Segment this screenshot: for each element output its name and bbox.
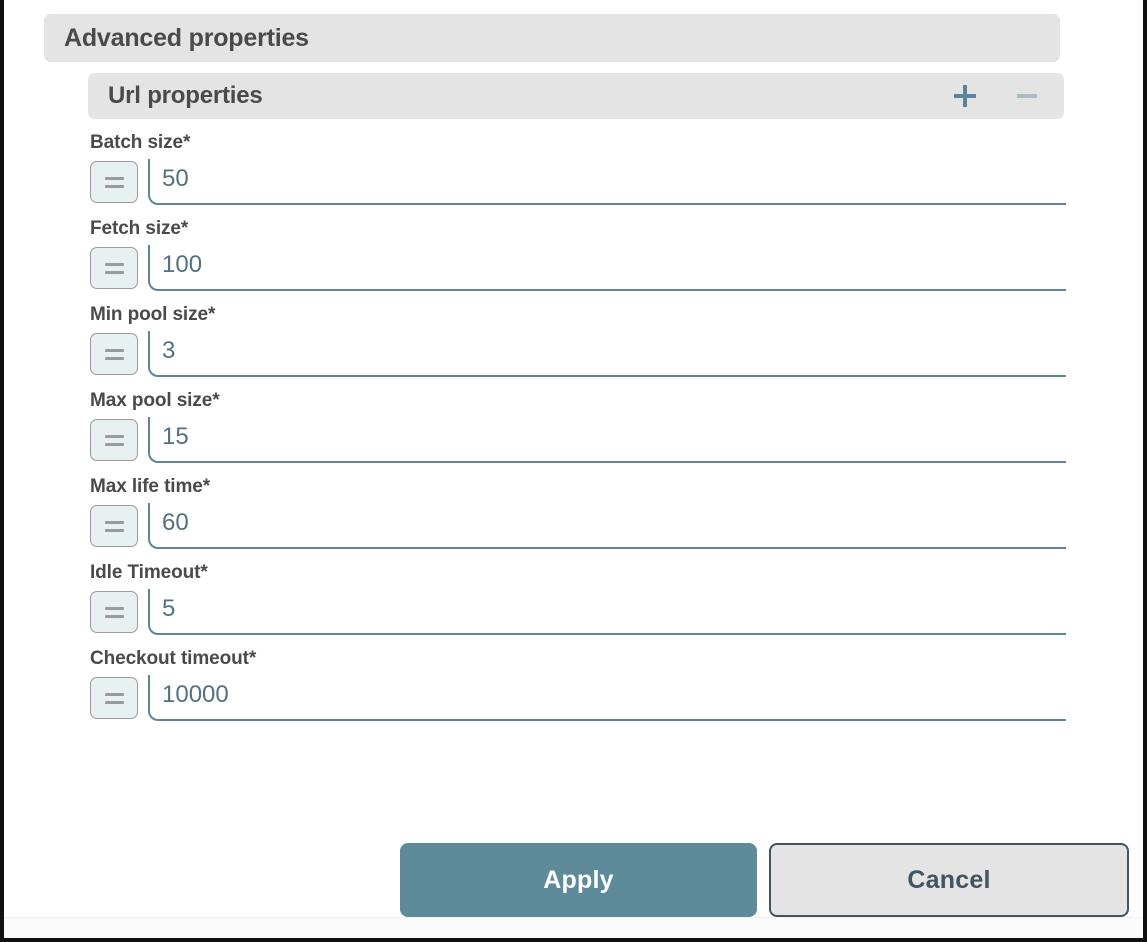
field-idle-timeout: Idle Timeout* [90,561,1070,635]
input-wrapper [148,675,1066,721]
input-wrapper [148,503,1066,549]
equals-icon-button[interactable] [90,591,138,633]
equals-icon-button[interactable] [90,505,138,547]
batch-size-input[interactable] [150,159,1066,203]
field-max-life-time: Max life time* [90,475,1070,549]
url-properties-fields: Batch size* Fetch size* [90,131,1070,733]
checkout-timeout-input[interactable] [150,675,1066,719]
equals-icon-button[interactable] [90,161,138,203]
input-wrapper [148,159,1066,205]
field-label: Fetch size* [90,218,189,239]
advanced-properties-section: Advanced properties [44,14,1060,62]
equals-icon [104,606,124,618]
field-label: Checkout timeout* [90,648,257,669]
field-max-pool-size: Max pool size* [90,389,1070,463]
field-row [90,245,1070,291]
url-properties-header: Url properties [88,73,1064,119]
cancel-button[interactable]: Cancel [769,843,1129,917]
fetch-size-input[interactable] [150,245,1066,289]
equals-icon-button[interactable] [90,247,138,289]
equals-icon-button[interactable] [90,333,138,375]
bottom-divider [4,917,1143,938]
advanced-properties-header: Advanced properties [44,14,1060,62]
max-life-time-input[interactable] [150,503,1066,547]
field-row [90,589,1070,635]
input-wrapper [148,331,1066,377]
url-properties-actions [950,81,1046,111]
minus-icon [1013,82,1041,110]
field-label: Batch size* [90,132,191,153]
dialog-footer: Apply Cancel [400,843,1129,917]
add-url-property-button[interactable] [950,81,980,111]
input-wrapper [148,589,1066,635]
apply-button[interactable]: Apply [400,843,757,917]
url-properties-section: Url properties [88,73,1064,119]
remove-url-property-button[interactable] [1012,81,1042,111]
input-wrapper [148,245,1066,291]
field-row [90,159,1070,205]
equals-icon-button[interactable] [90,419,138,461]
field-label: Idle Timeout* [90,562,208,583]
advanced-properties-title: Advanced properties [64,23,309,52]
field-label: Max pool size* [90,390,220,411]
equals-icon [104,348,124,360]
field-row [90,503,1070,549]
idle-timeout-input[interactable] [150,589,1066,633]
field-label: Max life time* [90,476,211,497]
field-row [90,331,1070,377]
input-wrapper [148,417,1066,463]
equals-icon [104,262,124,274]
equals-icon [104,520,124,532]
plus-icon [951,82,979,110]
max-pool-size-input[interactable] [150,417,1066,461]
url-properties-title: Url properties [108,82,263,109]
equals-icon [104,434,124,446]
field-row [90,675,1070,721]
field-row [90,417,1070,463]
field-batch-size: Batch size* [90,131,1070,205]
equals-icon [104,692,124,704]
equals-icon-button[interactable] [90,677,138,719]
equals-icon [104,176,124,188]
field-label: Min pool size* [90,304,216,325]
field-checkout-timeout: Checkout timeout* [90,647,1070,721]
field-min-pool-size: Min pool size* [90,303,1070,377]
min-pool-size-input[interactable] [150,331,1066,375]
field-fetch-size: Fetch size* [90,217,1070,291]
